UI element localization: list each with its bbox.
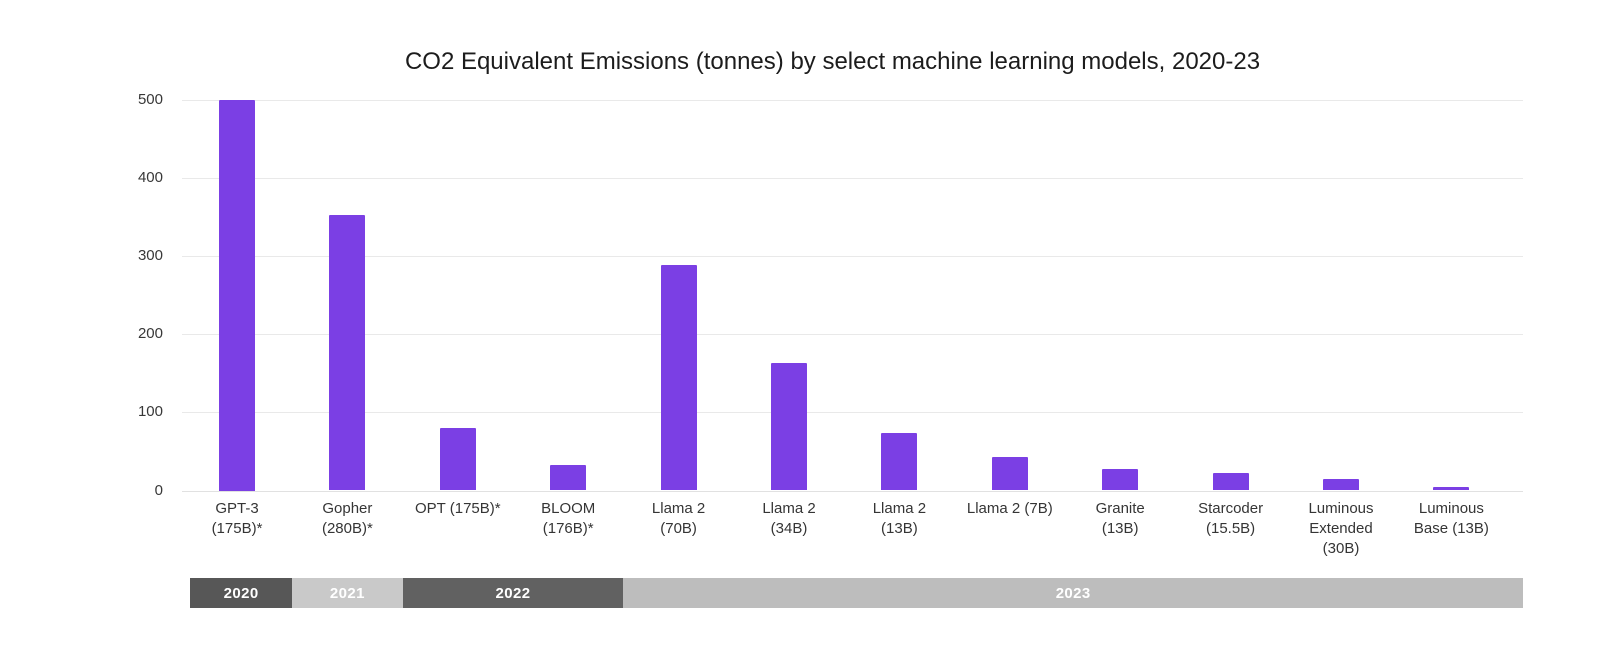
year-band-label: 2022 [495,584,531,602]
x-axis-label-line: Extended [1309,520,1373,537]
gridline-y500 [182,100,1523,101]
x-axis-category-label: Granite (13B) [1064,499,1176,539]
chart-title: CO2 Equivalent Emissions (tonnes) by sel… [404,48,1261,75]
bar-llama-2-13b [881,433,918,491]
gridline-y100 [182,412,1523,414]
bar-luminous-extended-30b [1323,478,1359,491]
x-axis-category-label: Luminous Base (13B) [1395,499,1507,539]
y-axis-tick-label: 0 [154,481,163,499]
x-axis-label-line: (13B) [881,520,918,537]
x-axis-label-line: Llama 2 [762,500,816,517]
x-axis-category-label: OPT (175B)* [402,499,514,519]
bar-granite-13b [1102,469,1139,491]
bar-gopher-280b [329,214,366,491]
year-band-segment-2023: 2023 [623,578,1523,608]
gridline-y300 [182,256,1523,258]
y-axis-tick-label: 400 [137,169,163,187]
x-axis-label-line: Luminous [1418,500,1484,517]
y-axis-tick-label: 300 [137,247,163,265]
x-axis-category-label: Starcoder (15.5B) [1175,499,1287,539]
bar-luminous-base-13b [1433,487,1470,491]
year-band-label: 2020 [223,584,259,602]
bar-llama-2-34b [771,363,807,491]
x-axis-label-line: Starcoder [1198,500,1264,517]
bar-llama-2-70b [660,264,697,491]
y-axis-tick-label: 200 [137,325,163,343]
x-axis-label-line: Gopher [322,500,373,517]
x-axis-category-label: Llama 2 (7B) [954,499,1066,519]
bar-starcoder-15.5b [1212,472,1249,491]
year-band-label: 2023 [1055,584,1091,602]
gridline-y0 [182,490,1523,492]
x-axis-label-line: Luminous [1308,500,1374,517]
x-axis-label-line: (30B) [1322,540,1360,557]
x-axis-label-line: (15.5B) [1205,520,1256,537]
x-axis-category-label: Luminous Extended (30B) [1285,499,1397,559]
gridline-y400 [182,178,1523,180]
x-axis-label-line: BLOOM [541,500,596,517]
x-axis-label-line: GPT-3 [215,500,259,517]
year-band-segment-2020: 2020 [190,578,293,608]
year-band-label: 2021 [329,584,365,602]
x-axis-label-line: Llama 2 (7B) [966,500,1053,517]
x-axis-label-line: (70B) [660,520,697,537]
x-axis-category-label: Llama 2 (13B) [843,499,955,539]
x-axis-label-line: Base (13B) [1413,520,1489,537]
y-axis-tick-label: 100 [137,403,163,421]
x-axis-category-label: Gopher (280B)* [291,499,403,539]
x-axis-label-line: (13B) [1101,520,1139,537]
y-axis-tick-label: 500 [137,91,163,108]
bar-llama-2-7b [991,456,1028,491]
x-axis-category-label: GPT-3 (175B)* [181,499,293,539]
x-axis-label-line: (280B)* [321,520,373,537]
x-axis-label-line: (176B)* [542,520,594,537]
year-band-segment-2021: 2021 [292,578,403,608]
x-axis-label-line: Llama 2 [651,500,706,517]
x-axis-label-line: (34B) [770,520,808,537]
bar-opt-175b [439,428,476,491]
bar-bloom-176b [550,464,587,491]
x-axis-label-line: Granite [1095,500,1145,517]
x-axis-category-label: Llama 2 (70B) [623,499,735,539]
x-axis-label-line: OPT (175B)* [415,500,501,517]
x-axis-category-label: Llama 2 (34B) [733,499,845,539]
bar-gpt-3-175b [219,100,255,491]
year-band-segment-2022: 2022 [402,578,624,608]
x-axis-category-label: BLOOM (176B)* [512,499,624,539]
x-axis-label-line: (175B)* [211,520,263,537]
gridline-y200 [182,334,1523,336]
x-axis-label-line: Llama 2 [872,500,927,517]
